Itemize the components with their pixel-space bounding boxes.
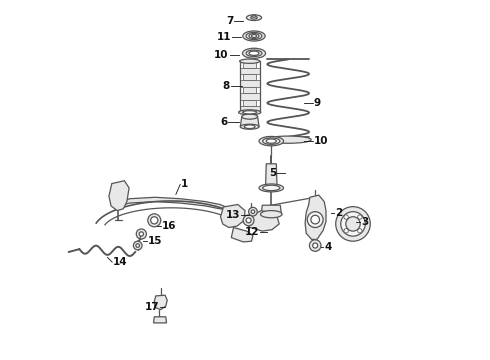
Text: 17: 17 bbox=[145, 302, 159, 312]
Polygon shape bbox=[261, 205, 281, 214]
Circle shape bbox=[358, 215, 362, 219]
Ellipse shape bbox=[239, 110, 261, 115]
Text: 2: 2 bbox=[335, 208, 342, 218]
Ellipse shape bbox=[263, 185, 280, 191]
Circle shape bbox=[136, 244, 140, 247]
Text: 9: 9 bbox=[314, 98, 320, 108]
Polygon shape bbox=[243, 61, 256, 68]
Ellipse shape bbox=[261, 211, 282, 218]
Ellipse shape bbox=[259, 136, 284, 146]
Ellipse shape bbox=[246, 50, 262, 57]
Ellipse shape bbox=[249, 33, 259, 39]
Polygon shape bbox=[153, 317, 167, 323]
Text: 5: 5 bbox=[270, 168, 277, 178]
Text: 10: 10 bbox=[314, 136, 328, 147]
Circle shape bbox=[341, 212, 365, 236]
Polygon shape bbox=[240, 93, 260, 100]
Circle shape bbox=[251, 210, 255, 213]
Circle shape bbox=[246, 218, 251, 223]
Circle shape bbox=[346, 217, 360, 231]
Polygon shape bbox=[243, 74, 256, 80]
Polygon shape bbox=[266, 164, 277, 187]
Polygon shape bbox=[245, 211, 279, 231]
Text: 4: 4 bbox=[324, 242, 332, 252]
Ellipse shape bbox=[243, 31, 265, 41]
Ellipse shape bbox=[246, 15, 262, 21]
Text: 6: 6 bbox=[220, 117, 228, 127]
Text: 10: 10 bbox=[214, 50, 229, 60]
Text: 12: 12 bbox=[245, 227, 259, 237]
Polygon shape bbox=[109, 181, 129, 211]
Text: 14: 14 bbox=[113, 257, 127, 267]
Circle shape bbox=[243, 215, 254, 226]
Text: 15: 15 bbox=[148, 236, 162, 246]
Circle shape bbox=[344, 229, 348, 233]
Circle shape bbox=[311, 215, 319, 224]
Polygon shape bbox=[243, 100, 256, 106]
Text: 11: 11 bbox=[217, 32, 231, 42]
Polygon shape bbox=[231, 228, 253, 242]
Polygon shape bbox=[154, 295, 167, 310]
Ellipse shape bbox=[243, 48, 266, 58]
Text: 13: 13 bbox=[226, 210, 241, 220]
Circle shape bbox=[336, 207, 370, 241]
Ellipse shape bbox=[246, 32, 262, 40]
Ellipse shape bbox=[242, 114, 258, 119]
Text: 7: 7 bbox=[226, 16, 233, 26]
Ellipse shape bbox=[245, 125, 255, 129]
Circle shape bbox=[139, 232, 144, 236]
Ellipse shape bbox=[259, 184, 284, 192]
Circle shape bbox=[151, 217, 158, 224]
Circle shape bbox=[148, 214, 161, 227]
Circle shape bbox=[136, 229, 147, 239]
Circle shape bbox=[307, 212, 323, 228]
Ellipse shape bbox=[252, 15, 256, 17]
Polygon shape bbox=[240, 106, 260, 112]
Circle shape bbox=[133, 241, 142, 250]
Text: 16: 16 bbox=[162, 221, 176, 231]
Polygon shape bbox=[220, 204, 245, 228]
Ellipse shape bbox=[251, 16, 257, 19]
Circle shape bbox=[310, 240, 321, 251]
Circle shape bbox=[344, 215, 348, 219]
Ellipse shape bbox=[251, 35, 257, 37]
Ellipse shape bbox=[263, 138, 280, 144]
Text: 3: 3 bbox=[361, 217, 368, 227]
Polygon shape bbox=[243, 87, 256, 93]
Circle shape bbox=[358, 229, 362, 233]
Ellipse shape bbox=[265, 136, 311, 143]
Ellipse shape bbox=[240, 124, 259, 129]
Ellipse shape bbox=[240, 59, 260, 63]
Ellipse shape bbox=[243, 111, 257, 114]
Circle shape bbox=[248, 207, 257, 216]
Circle shape bbox=[313, 243, 318, 248]
Polygon shape bbox=[305, 195, 326, 239]
Polygon shape bbox=[240, 68, 260, 74]
Polygon shape bbox=[240, 117, 259, 127]
Polygon shape bbox=[240, 80, 260, 87]
Text: 8: 8 bbox=[222, 81, 230, 91]
Ellipse shape bbox=[266, 139, 276, 143]
Text: 1: 1 bbox=[181, 179, 188, 189]
Polygon shape bbox=[118, 197, 226, 210]
Ellipse shape bbox=[249, 51, 259, 55]
